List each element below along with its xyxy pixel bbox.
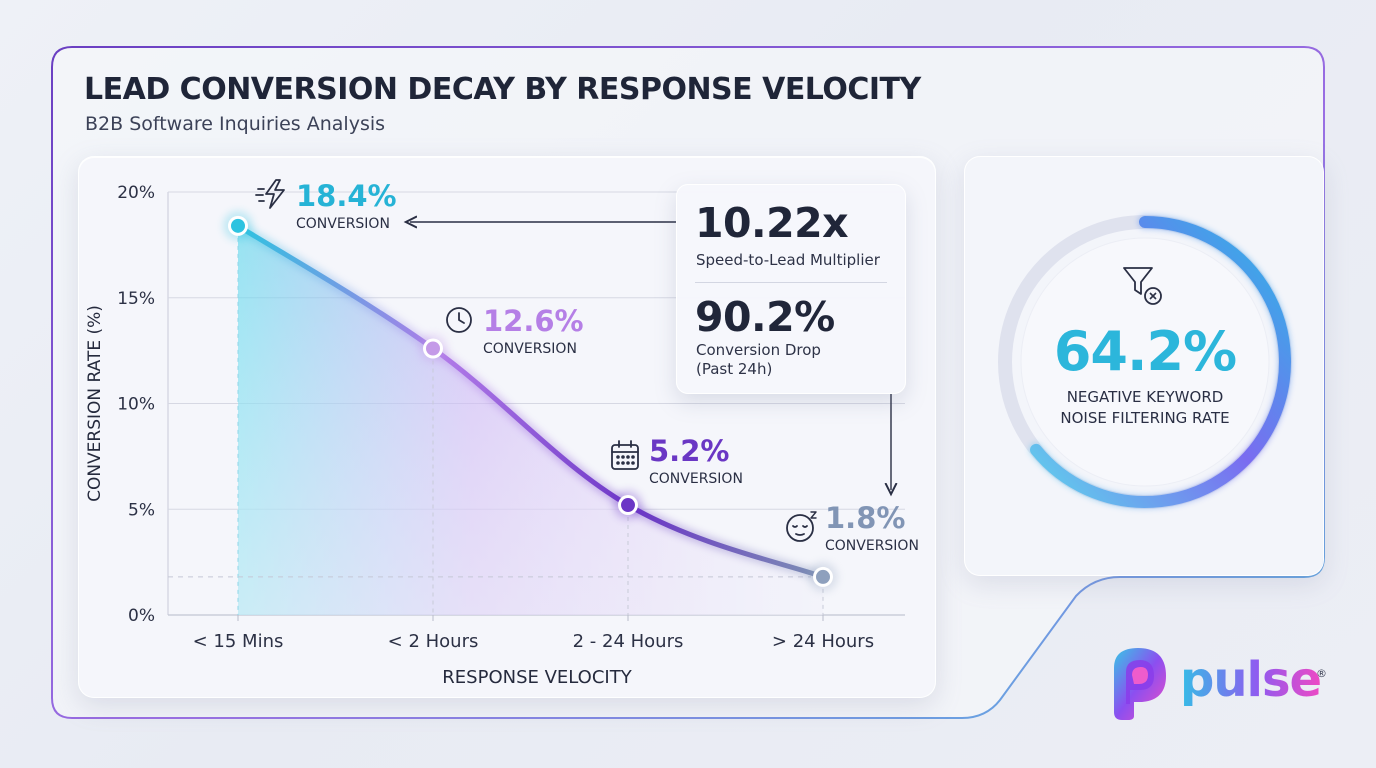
multiplier-value: 10.22x <box>695 199 849 247</box>
pulse-logo-icon <box>1114 648 1166 720</box>
series-line <box>235 223 826 580</box>
annotation-value: 1.8% <box>825 501 905 535</box>
data-point <box>621 498 635 513</box>
drop-value: 90.2% <box>695 293 835 341</box>
y-tick-label: 20% <box>117 183 155 203</box>
gauge-value: 64.2% <box>1053 320 1237 383</box>
annotation-sub-label: CONVERSION <box>649 471 743 487</box>
page-subtitle: B2B Software Inquiries Analysis <box>85 113 386 135</box>
clock-icon <box>446 307 472 333</box>
annotation-sub-label: CONVERSION <box>483 341 577 357</box>
y-tick-label: 15% <box>117 289 155 309</box>
annotation-value: 18.4% <box>296 179 397 213</box>
stats-divider <box>695 282 887 283</box>
stats-card: 10.22x Speed-to-Lead Multiplier 90.2% Co… <box>676 184 906 394</box>
calendar-icon <box>611 440 639 470</box>
gauge-label: NEGATIVE KEYWORD <box>1066 388 1224 406</box>
data-point <box>816 569 830 584</box>
registered-mark: ® <box>1316 667 1327 680</box>
page-title: LEAD CONVERSION DECAY BY RESPONSE VELOCI… <box>84 72 921 107</box>
y-tick-label: 10% <box>117 395 155 415</box>
multiplier-label: Speed-to-Lead Multiplier <box>696 251 880 269</box>
brand-wordmark: pulse <box>1180 652 1322 708</box>
data-point <box>231 218 245 233</box>
sleepy-face-icon <box>786 511 817 542</box>
filtering-gauge <box>998 215 1292 509</box>
y-tick-label: 5% <box>128 500 155 520</box>
annotation-sub-label: CONVERSION <box>825 538 919 554</box>
drop-period-label: (Past 24h) <box>696 360 773 378</box>
gauge-arc <box>1030 216 1291 508</box>
drop-label: Conversion Drop <box>696 341 821 359</box>
x-tick-label: > 24 Hours <box>772 631 874 652</box>
y-axis-title: CONVERSION RATE (%) <box>85 305 105 502</box>
data-point <box>426 341 440 356</box>
x-tick-label: < 2 Hours <box>388 631 479 652</box>
filter-x-icon <box>1123 267 1162 305</box>
annotation-value: 5.2% <box>649 434 729 468</box>
annotation-sub-label: CONVERSION <box>296 216 390 232</box>
gauge-inner <box>1020 237 1270 487</box>
x-tick-label: 2 - 24 Hours <box>573 631 684 652</box>
area-fade <box>238 225 823 615</box>
x-tick-label: < 15 Mins <box>193 631 284 652</box>
lightning-icon <box>255 179 285 209</box>
y-tick-label: 0% <box>128 606 155 626</box>
x-axis-title: RESPONSE VELOCITY <box>442 667 632 688</box>
annotation-value: 12.6% <box>483 304 584 338</box>
gauge-label-line2: NOISE FILTERING RATE <box>1060 409 1230 427</box>
